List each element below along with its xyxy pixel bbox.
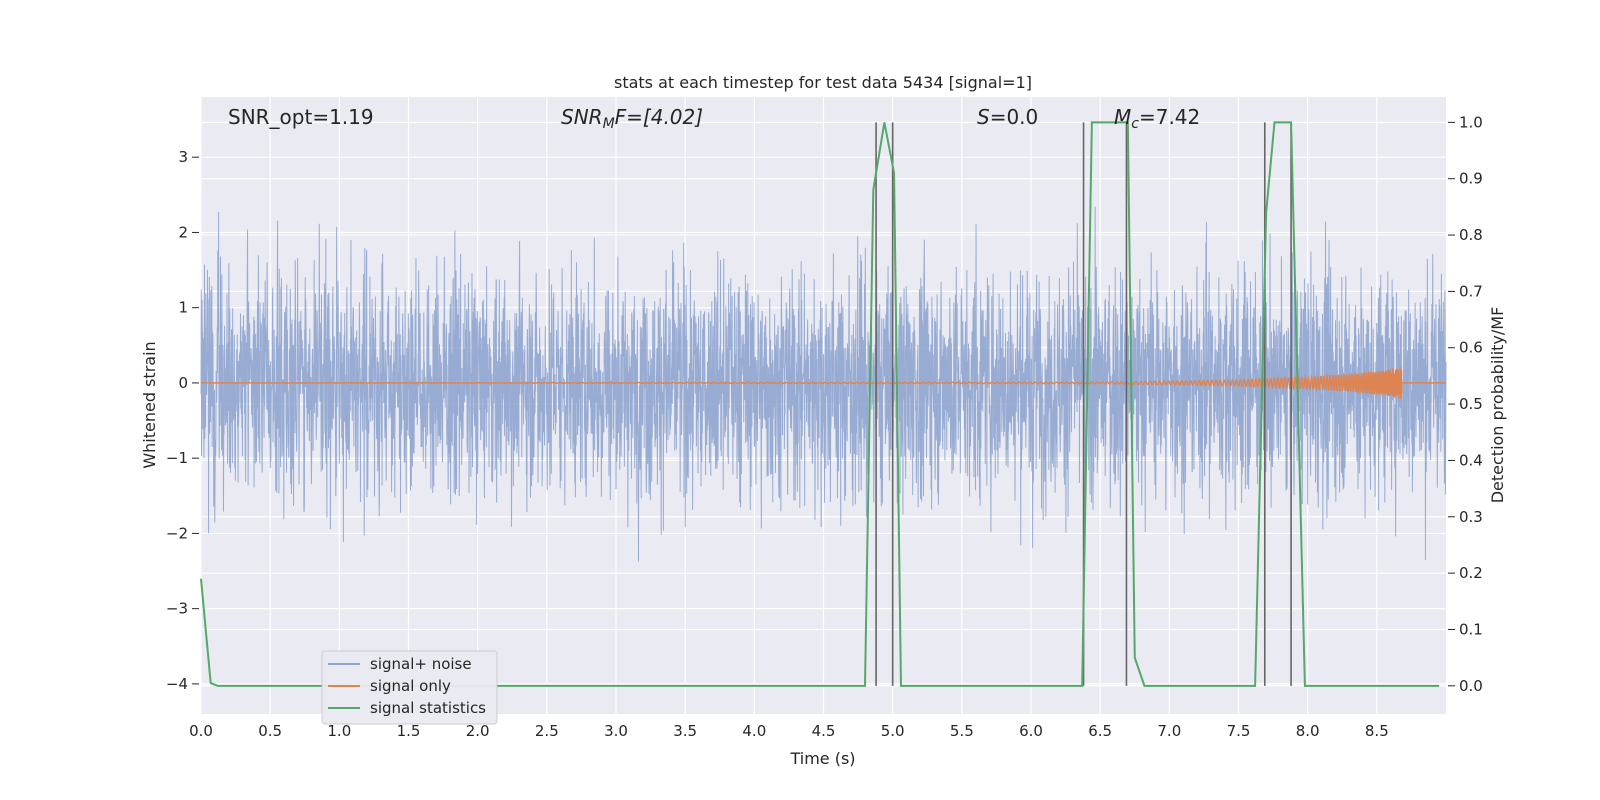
noise-line (200, 206, 1447, 562)
x-tick-label: 4.5 (812, 722, 836, 740)
y-right-tick-label: 0.2 (1459, 564, 1483, 582)
y-right-tick-label: 1.0 (1459, 113, 1483, 131)
y-tick-label: −1 (166, 449, 188, 467)
legend-label-signal-statistics: signal statistics (370, 699, 486, 717)
x-tick-label: 1.5 (397, 722, 421, 740)
y-tick-label: −3 (166, 600, 188, 618)
x-tick-label: 7.0 (1157, 722, 1181, 740)
y-tick-label: −2 (166, 524, 188, 542)
y-tick-label: 0 (178, 374, 188, 392)
series-signal-noise (200, 206, 1447, 562)
x-tick-label: 8.5 (1365, 722, 1389, 740)
y-right-tick-label: 0.5 (1459, 395, 1483, 413)
x-tick-label: 1.0 (327, 722, 351, 740)
x-tick-label: 5.5 (950, 722, 974, 740)
annotation-mc: Mc=7.42 (1114, 105, 1200, 132)
x-tick-label: 7.5 (1227, 722, 1251, 740)
y-axis-right-label: Detection probability/MF (1488, 307, 1507, 504)
y-axis-right-ticks: 1.0 0.9 0.8 0.7 0.6 0.5 0.4 0.3 0.2 0.1 0.0 (1448, 113, 1483, 695)
legend-box (321, 650, 498, 725)
y-right-tick-label: 0.7 (1459, 282, 1483, 300)
annotation-snr-opt: SNR_opt=1.19 (228, 105, 374, 129)
x-tick-label: 3.0 (604, 722, 628, 740)
y-tick-label: −4 (166, 675, 188, 693)
y-right-tick-label: 0.1 (1459, 620, 1483, 638)
x-tick-label: 0.0 (189, 722, 213, 740)
legend-label-signal-noise: signal+ noise (370, 655, 472, 673)
x-axis-ticks: 0.0 0.5 1.0 1.5 2.0 2.5 3.0 3.5 4.0 4.5 5.0 5.5 6.0 6… (189, 722, 1389, 740)
x-tick-label: 2.0 (466, 722, 490, 740)
legend-label-signal-only: signal only (370, 677, 451, 695)
y-right-tick-label: 0.3 (1459, 508, 1483, 526)
x-tick-label: 4.0 (742, 722, 766, 740)
legend: signal+ noise signal only signal statist… (321, 650, 498, 725)
x-tick-label: 0.5 (258, 722, 282, 740)
annotation-s: S=0.0 (977, 105, 1038, 129)
x-axis-label: Time (s) (789, 749, 855, 768)
signal-line (201, 367, 1446, 399)
series-signal-only (201, 367, 1446, 399)
annotation-snr-mf: SNRMF=[4.02] (561, 105, 703, 132)
x-tick-label: 2.5 (535, 722, 559, 740)
y-right-tick-label: 0.8 (1459, 226, 1483, 244)
y-tick-label: 2 (178, 223, 188, 241)
y-tick-label: 1 (178, 299, 188, 317)
statistics-line (200, 121, 1440, 687)
y-tick-label: 3 (178, 148, 188, 166)
x-tick-label: 3.5 (673, 722, 697, 740)
x-tick-label: 6.0 (1019, 722, 1043, 740)
chart-title: stats at each timestep for test data 543… (614, 73, 1032, 92)
x-tick-label: 8.0 (1296, 722, 1320, 740)
x-tick-label: 5.0 (881, 722, 905, 740)
y-right-tick-label: 0.9 (1459, 170, 1483, 188)
x-tick-label: 6.5 (1088, 722, 1112, 740)
series-signal-statistics (200, 121, 1440, 687)
y-right-tick-label: 0.4 (1459, 451, 1483, 469)
y-axis-left-ticks: 3 2 1 0 −1 −2 −3 −4 (166, 148, 199, 693)
y-right-tick-label: 0.6 (1459, 339, 1483, 357)
y-right-tick-label: 0.0 (1459, 677, 1483, 695)
y-axis-label: Whitened strain (140, 341, 159, 468)
